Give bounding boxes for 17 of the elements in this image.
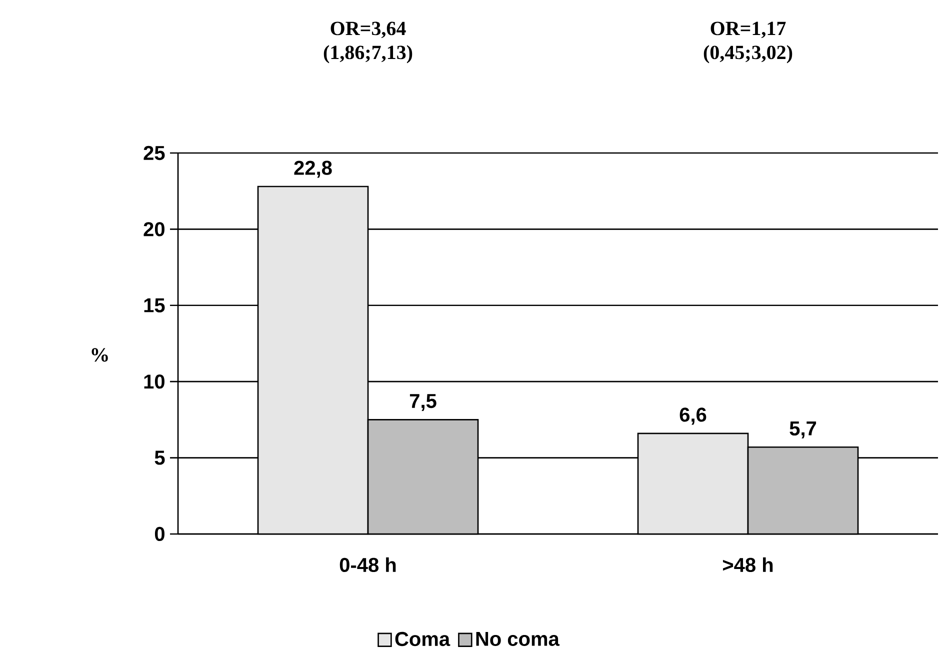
data-label: 5,7 [790, 422, 816, 438]
data-label: 6,6 [680, 408, 706, 425]
legend-label: Coma [395, 632, 450, 646]
y-tick-label: 5 [154, 450, 165, 465]
text: OR=1,17 (0,45;3,02) [704, 22, 792, 64]
y-tick-label: 20 [144, 222, 164, 236]
y-tick-label: 25 [144, 146, 165, 160]
data-label: 22,8 [294, 160, 332, 178]
y-axis-title: % [92, 348, 108, 362]
y-tick-label: 0 [154, 526, 164, 542]
y-tick-label: 15 [144, 298, 165, 312]
legend-label: No coma [476, 632, 560, 646]
y-tick-label: 10 [144, 374, 164, 389]
data-label: 7,5 [410, 394, 436, 411]
text: OR=3,64 (1,86;7,13) [324, 22, 412, 64]
x-tick-label: 0-48 h [340, 557, 396, 572]
x-tick-label: >48 h [722, 557, 773, 572]
